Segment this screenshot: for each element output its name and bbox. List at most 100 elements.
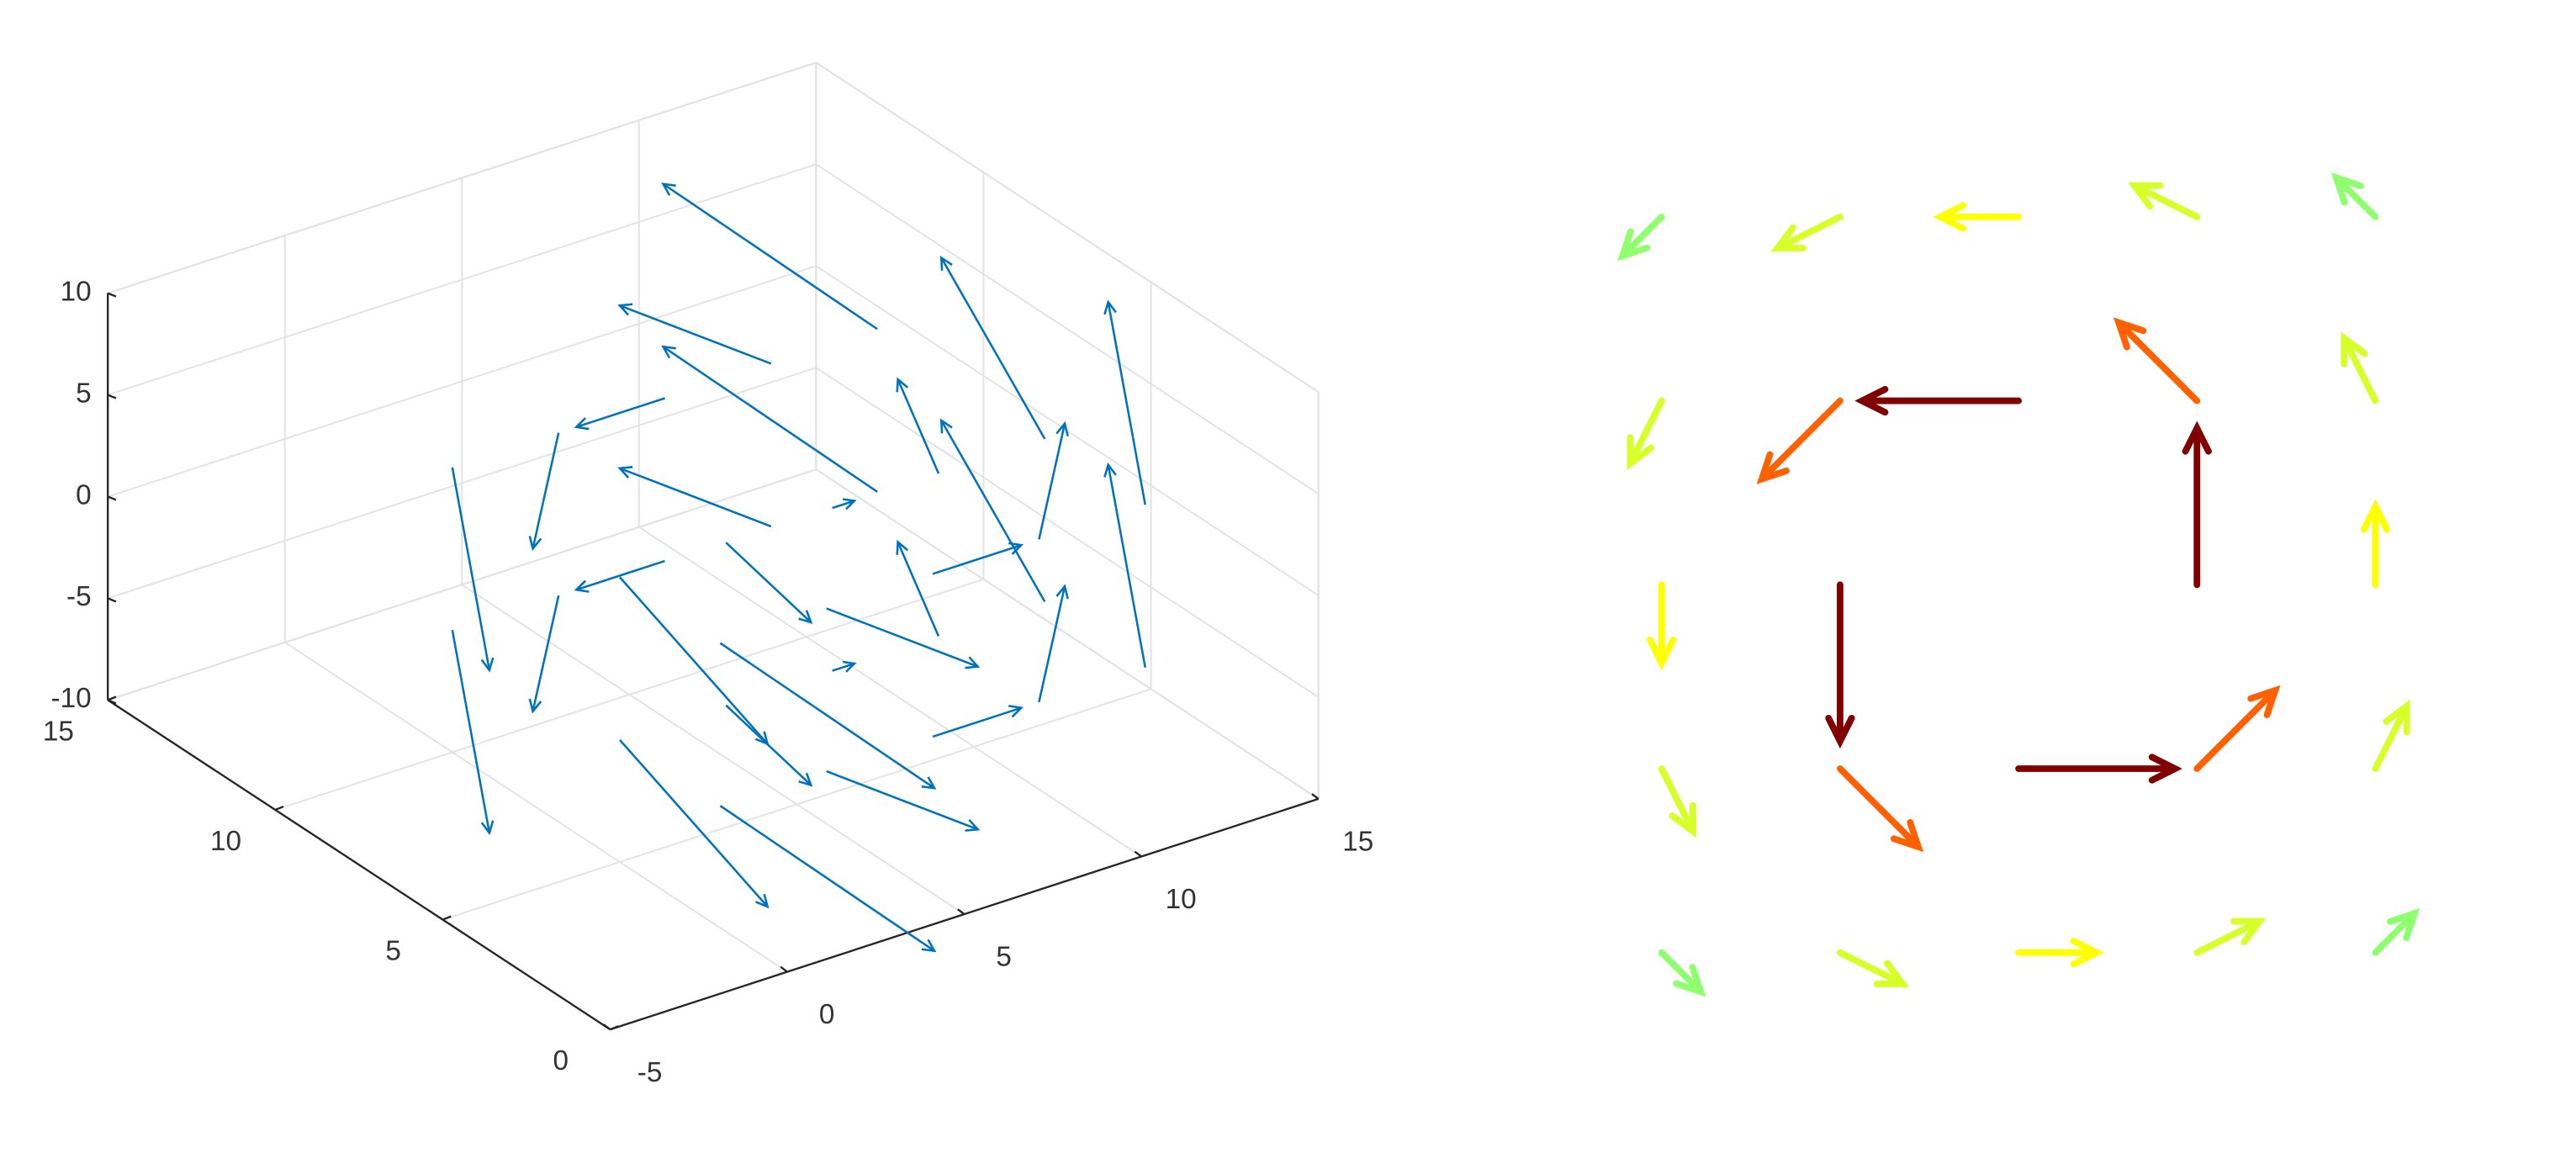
arrow — [2341, 331, 2379, 405]
grid-line — [638, 526, 1142, 858]
x-tick-label: 5 — [996, 942, 1012, 973]
grid-line — [107, 265, 817, 498]
arrow — [939, 418, 1046, 602]
tick-mark — [780, 965, 788, 973]
arrow — [719, 642, 937, 790]
arrow — [1854, 385, 2023, 416]
arrow — [2330, 172, 2379, 220]
z-tick-label: 10 — [61, 276, 92, 307]
tick-mark — [107, 495, 117, 501]
z-tick-label: 0 — [76, 479, 92, 510]
arrow — [832, 498, 857, 510]
grid-line — [107, 367, 817, 600]
arrow — [2193, 918, 2267, 956]
tick-mark — [1134, 850, 1142, 858]
arrow — [2128, 182, 2201, 220]
grid-line — [815, 367, 1320, 698]
arrow — [1756, 397, 1843, 484]
grid-line — [275, 578, 984, 811]
tick-mark — [107, 394, 117, 399]
x-tick-label: 10 — [1166, 884, 1197, 915]
arrow — [725, 542, 813, 624]
arrow — [832, 660, 857, 673]
z-tick-label: -10 — [50, 683, 91, 714]
y-tick-label: 5 — [385, 936, 401, 967]
arrow — [528, 595, 560, 714]
x-tick-label: 0 — [819, 999, 835, 1030]
quiver-plot — [1617, 172, 2420, 997]
grid-line — [815, 468, 1320, 800]
tick-mark — [107, 696, 117, 701]
arrow — [826, 607, 981, 669]
arrow — [2015, 938, 2104, 968]
arrow — [574, 397, 665, 431]
arrow — [574, 559, 665, 593]
grid-line — [107, 163, 817, 396]
arrow — [2113, 317, 2201, 405]
tick-mark — [107, 699, 117, 705]
arrow — [826, 770, 981, 832]
arrow — [1658, 949, 1706, 997]
arrow — [1825, 581, 1855, 749]
tick-mark — [107, 597, 117, 603]
arrow — [896, 539, 940, 637]
arrow — [617, 466, 772, 528]
x-tick-label: 15 — [1342, 827, 1373, 858]
arrow — [451, 467, 495, 673]
tick-mark — [603, 1023, 611, 1031]
y-tick-label: 15 — [43, 716, 74, 747]
arrow — [896, 377, 940, 474]
arrow — [2372, 907, 2420, 956]
grid-line — [442, 688, 1151, 921]
tick-mark — [610, 1025, 619, 1031]
arrow — [1617, 213, 1665, 262]
arrow — [1770, 213, 1843, 252]
arrow — [661, 182, 878, 331]
arrow — [451, 630, 495, 836]
tick-mark — [957, 908, 965, 915]
arrow — [619, 576, 770, 746]
arrow — [719, 805, 937, 953]
arrow — [932, 705, 1024, 738]
y-tick-label: 0 — [553, 1045, 569, 1076]
arrow — [1933, 202, 2023, 232]
grid-line — [284, 642, 788, 973]
tick-mark — [442, 915, 452, 921]
grid-line — [815, 61, 1320, 393]
arrow — [1837, 765, 1924, 853]
arrow — [617, 303, 772, 365]
arrow — [661, 345, 878, 493]
z-tick-label: 5 — [76, 378, 92, 409]
grid-line — [107, 468, 817, 701]
arrow — [619, 739, 770, 909]
tick-mark — [1311, 793, 1320, 800]
arrow — [932, 542, 1024, 575]
arrow — [1038, 420, 1069, 540]
arrow — [939, 256, 1046, 440]
arrow — [1038, 584, 1069, 703]
tick-mark — [107, 292, 117, 298]
arrow — [1647, 581, 1677, 671]
arrow — [1627, 397, 1665, 470]
arrow — [528, 432, 560, 552]
arrow — [1103, 462, 1147, 668]
arrow — [2193, 685, 2281, 772]
arrow — [2015, 754, 2182, 784]
arrow — [1837, 949, 1910, 987]
grid-line — [815, 163, 1320, 495]
tick-mark — [274, 805, 284, 812]
y-axis — [107, 699, 611, 1031]
y-tick-label: 10 — [210, 826, 241, 857]
grid-line — [461, 584, 965, 915]
z-tick-label: -5 — [66, 581, 92, 612]
x-tick-label: -5 — [637, 1057, 663, 1088]
grid-line — [107, 61, 817, 294]
arrow — [2182, 420, 2212, 589]
arrow — [2372, 699, 2410, 772]
arrow — [2360, 499, 2391, 589]
arrow — [1103, 299, 1147, 505]
arrow — [1658, 765, 1696, 838]
